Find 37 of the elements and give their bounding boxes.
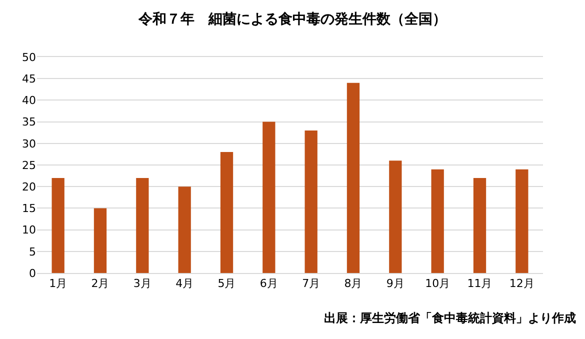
x-tick-label: 11月 xyxy=(467,277,492,290)
bar xyxy=(94,208,107,273)
chart-title: 令和７年 細菌による食中毒の発生件数（全国） xyxy=(138,12,446,28)
x-tick-label: 9月 xyxy=(386,277,404,290)
y-tick-label: 35 xyxy=(22,116,36,129)
bar xyxy=(220,152,234,273)
x-tick-label: 4月 xyxy=(176,277,194,290)
bar xyxy=(178,186,191,273)
y-tick-label: 45 xyxy=(22,72,36,86)
y-tick-label: 10 xyxy=(22,224,36,237)
y-tick-label: 30 xyxy=(22,137,36,150)
y-tick-label: 50 xyxy=(22,50,36,64)
bar xyxy=(52,178,64,273)
bar xyxy=(389,160,402,273)
y-tick-label: 25 xyxy=(22,158,36,172)
bar xyxy=(516,169,528,273)
text: 出展：厚生労働省「食中毒統計資料」より作成 xyxy=(324,311,576,325)
x-tick-label: 1月 xyxy=(49,277,68,290)
x-tick-label: 3月 xyxy=(133,277,152,290)
y-tick-label: 5 xyxy=(29,245,36,258)
x-tick-label: 2月 xyxy=(91,277,110,290)
x-tick-label: 10月 xyxy=(425,277,450,290)
y-tick-label: 0 xyxy=(29,266,36,280)
x-tick-label: 6月 xyxy=(260,277,278,290)
x-tick-label: 8月 xyxy=(344,277,362,290)
x-tick-label: 12月 xyxy=(509,277,534,290)
x-tick-label: 5月 xyxy=(218,277,236,290)
bar xyxy=(136,178,149,273)
bar xyxy=(304,130,318,273)
y-tick-label: 15 xyxy=(22,202,36,216)
bar xyxy=(473,178,486,273)
y-tick-label: 20 xyxy=(22,180,36,194)
y-tick-label: 40 xyxy=(22,94,36,108)
bar xyxy=(431,169,444,273)
x-tick-label: 7月 xyxy=(302,277,320,290)
bar xyxy=(262,122,276,273)
bar xyxy=(346,82,360,273)
